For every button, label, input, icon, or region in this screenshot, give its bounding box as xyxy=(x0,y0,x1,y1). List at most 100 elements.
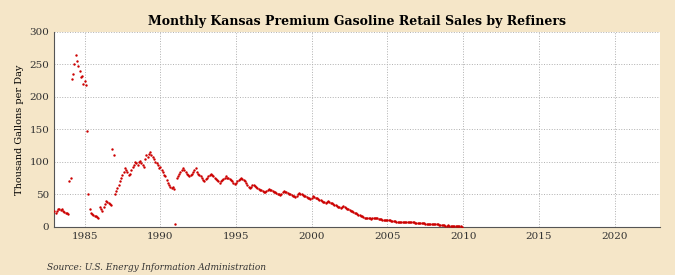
Point xyxy=(401,220,412,225)
Point xyxy=(251,185,262,189)
Point xyxy=(435,223,446,227)
Point xyxy=(225,178,236,182)
Point xyxy=(376,217,387,221)
Point xyxy=(391,219,402,224)
Point xyxy=(241,180,252,185)
Point xyxy=(440,223,451,228)
Point xyxy=(330,203,341,208)
Point xyxy=(204,173,215,177)
Point xyxy=(188,169,198,174)
Point xyxy=(334,205,345,210)
Point xyxy=(318,199,329,204)
Point xyxy=(233,178,244,182)
Point xyxy=(137,163,148,167)
Point xyxy=(335,206,346,210)
Point xyxy=(102,200,113,204)
Point xyxy=(134,160,144,164)
Point xyxy=(321,199,332,204)
Point xyxy=(373,217,384,221)
Point xyxy=(53,207,63,211)
Point xyxy=(227,179,238,184)
Point xyxy=(398,219,409,224)
Point xyxy=(328,202,339,206)
Point xyxy=(55,208,66,212)
Point xyxy=(98,205,109,210)
Point xyxy=(309,195,320,199)
Point xyxy=(126,167,136,172)
Point xyxy=(77,74,88,78)
Point xyxy=(111,189,122,193)
Point xyxy=(331,204,342,208)
Point xyxy=(411,221,422,225)
Point xyxy=(267,189,278,193)
Point xyxy=(185,173,196,177)
Point xyxy=(194,173,205,177)
Point xyxy=(260,190,271,195)
Point xyxy=(275,193,286,197)
Point xyxy=(279,189,290,193)
Point xyxy=(155,165,165,169)
Point xyxy=(99,202,110,206)
Point xyxy=(353,212,364,217)
Point xyxy=(121,167,132,172)
Point xyxy=(305,197,316,201)
Point xyxy=(396,219,407,224)
Point xyxy=(160,174,171,178)
Point xyxy=(128,163,139,167)
Point xyxy=(276,192,287,196)
Point xyxy=(352,212,362,216)
Point xyxy=(430,222,441,227)
Point xyxy=(273,192,284,197)
Point xyxy=(363,216,374,221)
Point xyxy=(125,171,136,176)
Point xyxy=(453,224,464,229)
Point xyxy=(270,190,281,195)
Point xyxy=(324,200,335,204)
Point xyxy=(124,173,134,177)
Point xyxy=(368,216,379,220)
Point xyxy=(96,207,107,211)
Point xyxy=(257,189,268,193)
Point xyxy=(79,78,90,83)
Point xyxy=(349,210,360,215)
Point xyxy=(186,171,197,176)
Point xyxy=(443,223,454,227)
Point xyxy=(88,213,99,218)
Point xyxy=(360,216,371,221)
Point xyxy=(367,216,378,220)
Point xyxy=(117,173,128,177)
Point xyxy=(89,214,100,218)
Point xyxy=(219,175,230,180)
Point xyxy=(301,195,312,199)
Point xyxy=(378,218,389,222)
Point xyxy=(446,223,457,228)
Point xyxy=(147,155,158,159)
Point xyxy=(169,187,180,191)
Point xyxy=(417,221,428,225)
Point xyxy=(439,223,450,227)
Point xyxy=(212,178,223,182)
Point xyxy=(323,199,333,203)
Point xyxy=(131,161,142,165)
Point xyxy=(272,192,283,196)
Point xyxy=(218,177,229,181)
Point xyxy=(280,189,291,194)
Point xyxy=(298,193,308,197)
Point xyxy=(70,53,81,57)
Point xyxy=(208,174,219,178)
Point xyxy=(243,185,254,189)
Point xyxy=(256,188,267,193)
Point xyxy=(82,128,92,133)
Point xyxy=(344,208,355,212)
Point xyxy=(108,153,119,158)
Point xyxy=(397,219,408,224)
Point xyxy=(184,174,194,178)
Point xyxy=(263,187,274,191)
Point xyxy=(231,180,242,185)
Point xyxy=(58,208,69,213)
Point xyxy=(282,191,293,195)
Point xyxy=(455,224,466,229)
Point xyxy=(338,204,349,208)
Point xyxy=(103,201,114,205)
Point xyxy=(61,211,72,215)
